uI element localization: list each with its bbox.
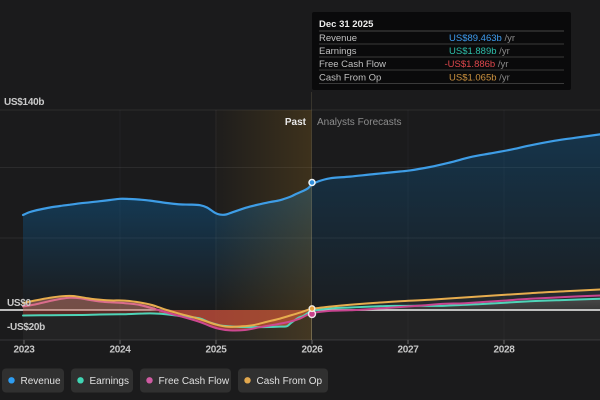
svg-text:-US$1.886b /yr: -US$1.886b /yr (445, 59, 509, 70)
svg-text:2023: 2023 (13, 345, 35, 356)
svg-text:US$1.065b /yr: US$1.065b /yr (449, 73, 510, 84)
svg-text:Analysts Forecasts: Analysts Forecasts (317, 117, 401, 128)
svg-text:Earnings: Earnings (90, 376, 129, 387)
svg-text:Past: Past (285, 117, 307, 128)
svg-text:Earnings: Earnings (319, 46, 357, 57)
svg-text:Dec 31 2025: Dec 31 2025 (319, 19, 374, 30)
svg-text:Free Cash Flow: Free Cash Flow (159, 376, 230, 387)
svg-text:Cash From Op: Cash From Op (257, 376, 323, 387)
svg-text:Cash From Op: Cash From Op (319, 73, 381, 84)
svg-text:US$0: US$0 (7, 298, 32, 309)
svg-text:Revenue: Revenue (21, 376, 61, 387)
svg-text:US$140b: US$140b (4, 97, 44, 108)
svg-text:US$89.463b /yr: US$89.463b /yr (449, 33, 515, 44)
svg-text:-US$20b: -US$20b (7, 322, 45, 333)
svg-text:Free Cash Flow: Free Cash Flow (319, 59, 386, 70)
svg-text:Revenue: Revenue (319, 33, 357, 44)
svg-text:2025: 2025 (205, 345, 227, 356)
svg-text:2024: 2024 (109, 345, 131, 356)
svg-text:US$1.889b /yr: US$1.889b /yr (449, 46, 510, 57)
svg-text:2027: 2027 (397, 345, 419, 356)
svg-text:2026: 2026 (301, 345, 323, 356)
svg-text:2028: 2028 (493, 345, 515, 356)
